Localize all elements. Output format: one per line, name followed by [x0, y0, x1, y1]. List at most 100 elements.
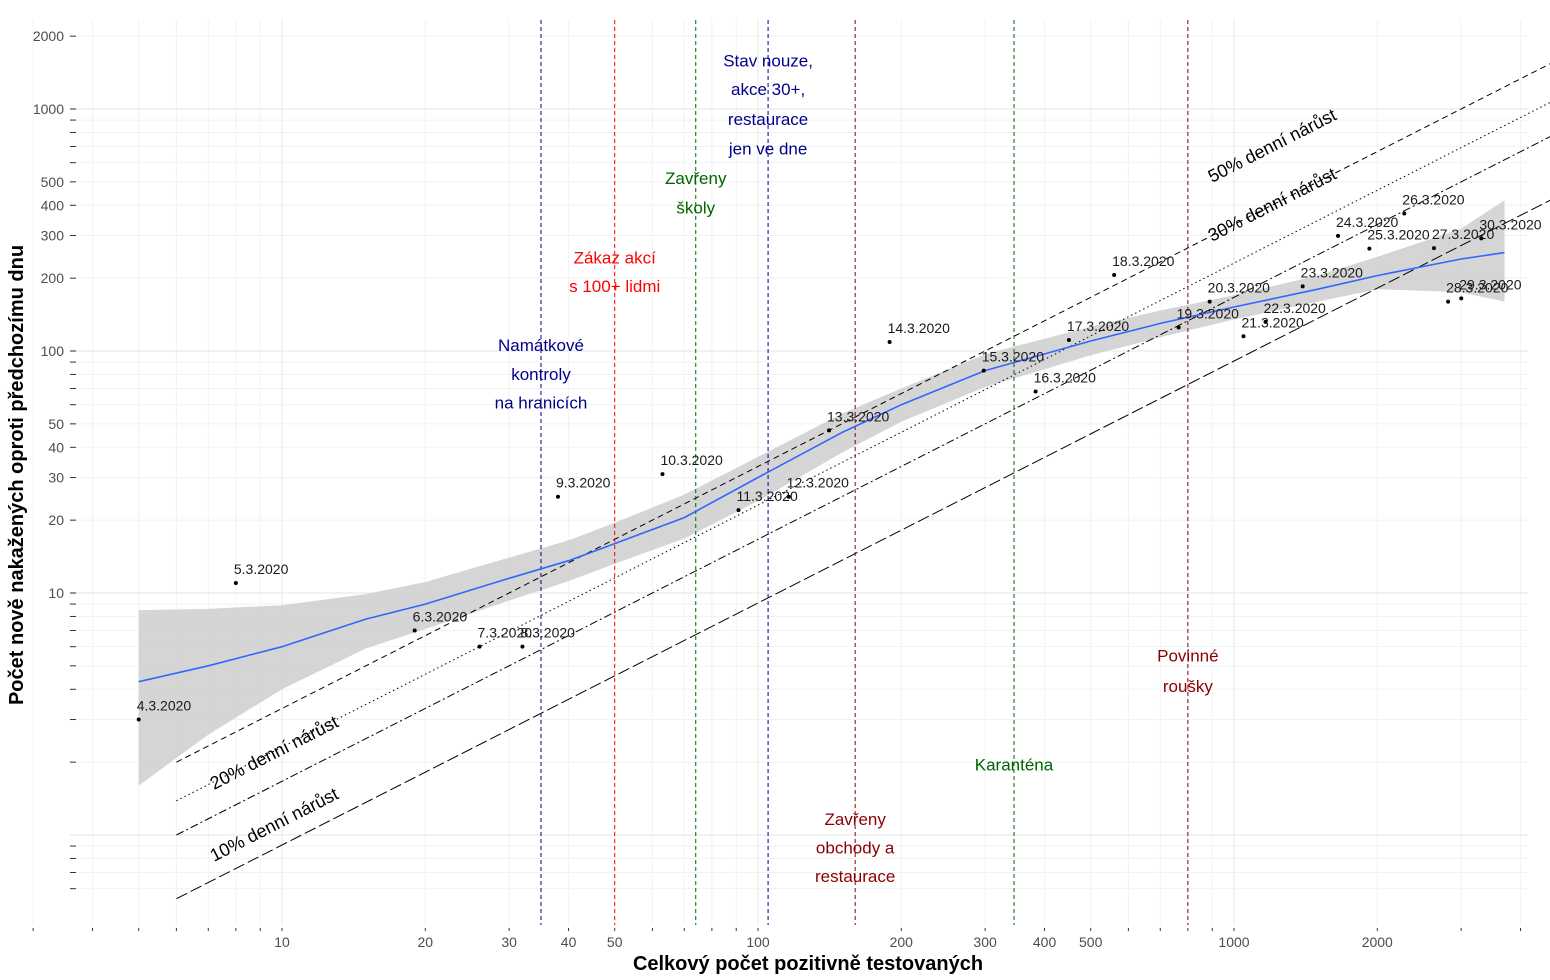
- data-point: [477, 644, 482, 649]
- data-point: [736, 508, 741, 513]
- data-point-label: 23.3.2020: [1301, 264, 1363, 280]
- y-tick-label: 100: [41, 343, 65, 359]
- event-label: Zavřeny: [665, 169, 727, 188]
- grid: [32, 20, 1528, 925]
- event-label: Zákaz akcí: [574, 248, 656, 267]
- y-tick-label: 10: [48, 585, 64, 601]
- data-point-label: 13.3.2020: [827, 408, 889, 424]
- event-label: akce 30+,: [731, 80, 805, 99]
- event-label: obchody a: [816, 838, 895, 857]
- data-point-label: 20.3.2020: [1208, 280, 1270, 296]
- data-point-label: 11.3.2020: [737, 488, 798, 504]
- y-tick-label: 400: [41, 197, 65, 213]
- y-tick-label: 200: [41, 270, 65, 286]
- x-tick-label: 50: [607, 934, 623, 950]
- data-point-label: 4.3.2020: [137, 698, 192, 714]
- y-tick-label: 40: [48, 439, 64, 455]
- data-point: [1207, 299, 1212, 304]
- growth-line: [176, 136, 1550, 836]
- data-point-label: 7.3.2020: [478, 625, 533, 641]
- x-tick-label: 100: [746, 934, 770, 950]
- data-point: [555, 494, 560, 499]
- y-tick-label: 30: [48, 470, 64, 486]
- data-point-label: 5.3.2020: [234, 561, 289, 577]
- trend-curve: [138, 251, 1505, 683]
- y-tick-label: 1000: [33, 101, 64, 117]
- data-point-label: 8.3.2020: [520, 625, 575, 641]
- y-tick-label: 20: [48, 512, 64, 528]
- data-point-label: 25.3.2020: [1367, 227, 1429, 243]
- growth-line: [176, 199, 1550, 900]
- data-point: [233, 580, 238, 585]
- data-point: [1336, 233, 1341, 238]
- data-point-label: 30.3.2020: [1479, 216, 1541, 232]
- x-tick-label: 1000: [1218, 934, 1249, 950]
- data-point: [1176, 325, 1181, 330]
- x-axis-title: Celkový počet pozitivně testovaných: [633, 953, 983, 975]
- y-tick-label: 500: [41, 174, 65, 190]
- data-point: [520, 644, 525, 649]
- data-point-label: 27.3.2020: [1432, 226, 1494, 242]
- x-tick-label: 30: [501, 934, 517, 950]
- data-point: [827, 428, 832, 433]
- data-point-label: 22.3.2020: [1264, 300, 1326, 316]
- data-point: [1112, 273, 1117, 278]
- event-lines: Namátkové kontroly na hranicích Zákaz akcí s…: [495, 20, 1219, 925]
- data-point: [1402, 211, 1407, 216]
- event-label: Stav nouze,: [723, 51, 813, 70]
- trend-line: [138, 251, 1505, 683]
- data-points: 4.3.2020 5.3.2020 6.3.2020 7.3.20208.3.2020…: [136, 191, 1542, 722]
- event-label: roušky: [1163, 677, 1214, 696]
- event-label: restaurace: [728, 110, 808, 129]
- data-point-label: 24.3.2020: [1336, 214, 1398, 230]
- y-axis-title: Počet nově nakažených oproti předchozímu…: [6, 245, 28, 705]
- event-label: Zavřeny: [824, 810, 886, 829]
- event-label: na hranicích: [495, 393, 588, 412]
- data-point: [136, 717, 141, 722]
- data-point: [1479, 236, 1484, 241]
- y-tick-label: 2000: [33, 28, 64, 44]
- data-point-label: 21.3.2020: [1241, 314, 1303, 330]
- event-label: restaurace: [815, 867, 895, 886]
- data-point: [1367, 246, 1372, 251]
- x-tick-label: 200: [890, 934, 914, 950]
- data-point-label: 9.3.2020: [556, 475, 611, 491]
- event-label: Karanténa: [975, 755, 1054, 774]
- event-label: školy: [676, 198, 715, 217]
- y-tick-label: 300: [41, 228, 65, 244]
- data-point: [786, 494, 791, 499]
- x-tick-label: 20: [418, 934, 434, 950]
- event-label: Namátkové: [498, 336, 584, 355]
- x-tick-label: 400: [1033, 934, 1057, 950]
- data-point-label: 17.3.2020: [1067, 318, 1129, 334]
- data-point: [981, 368, 986, 373]
- x-tick-label: 500: [1079, 934, 1103, 950]
- x-tick-label: 2000: [1362, 934, 1393, 950]
- data-point-label: 26.3.2020: [1402, 191, 1464, 207]
- data-point: [1033, 389, 1038, 394]
- event-label: Povinné: [1157, 647, 1218, 666]
- data-point-label: 28.3.2020: [1446, 280, 1508, 296]
- data-point: [1300, 284, 1305, 289]
- x-tick-label: 40: [561, 934, 577, 950]
- confidence-band-area: [138, 200, 1505, 786]
- data-point-label: 19.3.2020: [1177, 306, 1239, 322]
- axis-ticks: 10 20 30 40 50 100 200 300 400 500 1000 2000 10 20 30 4…: [32, 28, 1522, 950]
- data-point-label: 12.3.2020: [787, 475, 849, 491]
- data-point-label: 14.3.2020: [888, 320, 950, 336]
- event-label: kontroly: [511, 365, 571, 384]
- data-point: [660, 472, 665, 477]
- data-point: [887, 339, 892, 344]
- data-point: [412, 628, 417, 633]
- data-point: [1446, 299, 1451, 304]
- growth-line-label: 20% denní nárůst: [207, 712, 342, 794]
- x-tick-label: 300: [973, 934, 997, 950]
- growth-line: [176, 101, 1550, 802]
- data-point: [1066, 338, 1071, 343]
- data-point-label: 15.3.2020: [982, 349, 1044, 365]
- event-label: jen ve dne: [728, 139, 807, 158]
- data-point-label: 10.3.2020: [660, 452, 722, 468]
- growth-line: [176, 63, 1550, 763]
